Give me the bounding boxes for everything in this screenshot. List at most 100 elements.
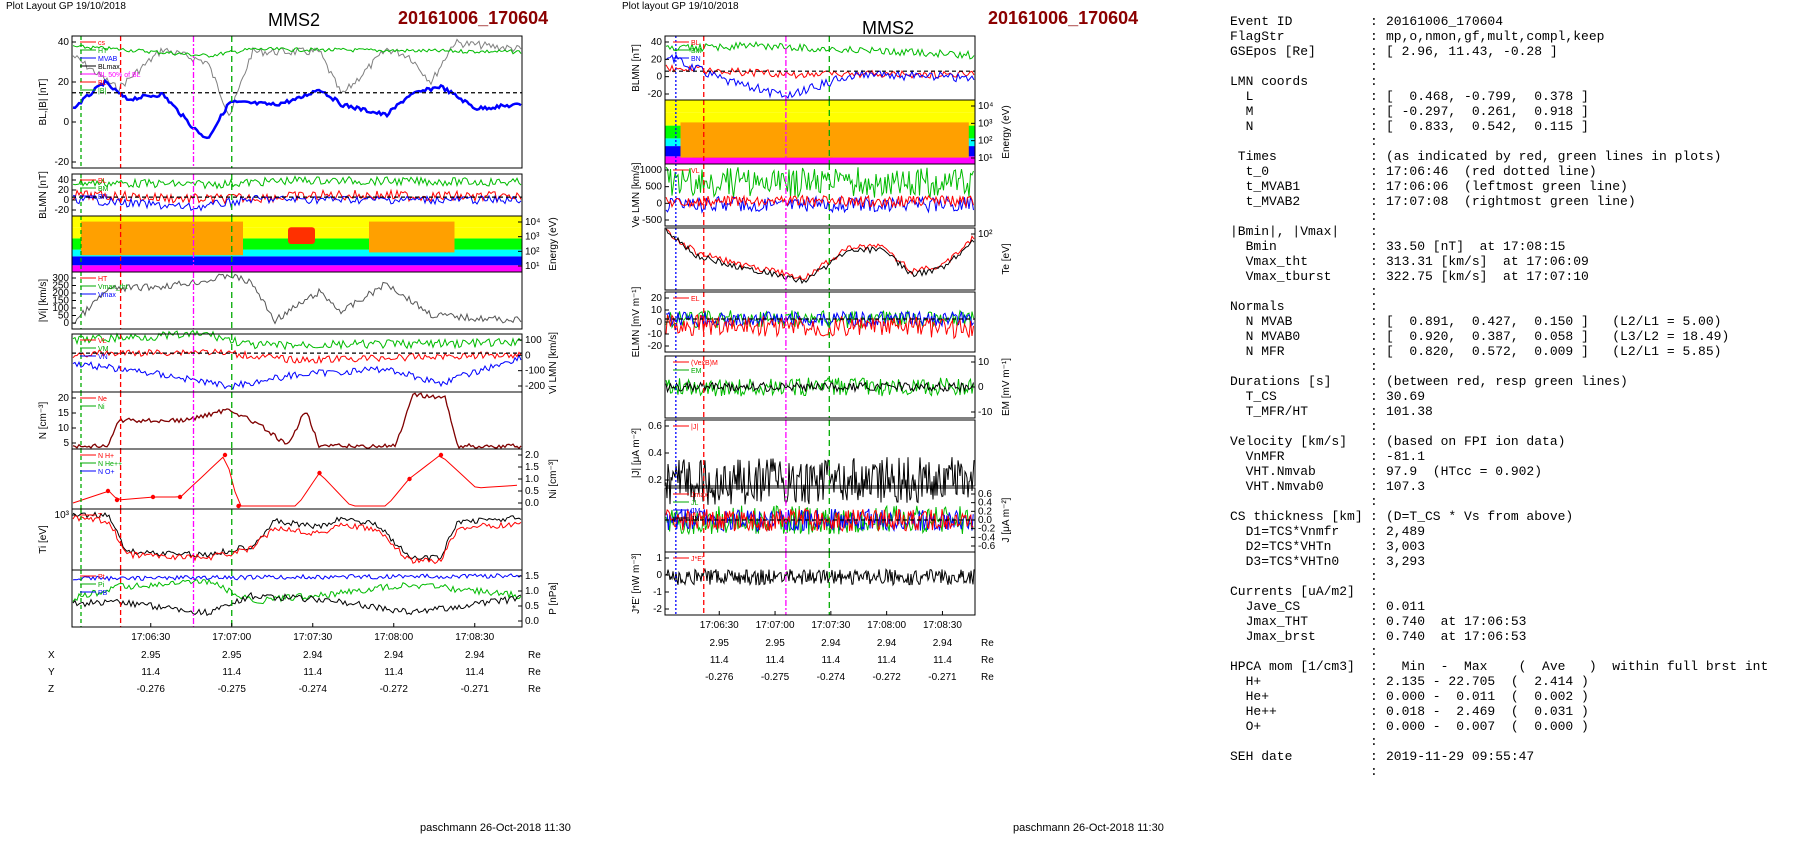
series-line [72,573,522,582]
info-key: t_0 [1230,164,1270,179]
y-tick-label: 0.6 [978,489,992,500]
info-key: D2=TCS*VHTn [1230,539,1332,554]
x-tick-label: 17:08:00 [374,632,413,643]
series-line [72,353,522,391]
series-line [72,188,522,206]
info-row: SEH date:2019-11-29 09:55:47 [1230,749,1768,764]
info-value: 2.135 - 22.705 ( 2.414 ) [1386,674,1589,689]
legend-entry: HT [98,276,108,283]
info-row: Jave_CS:0.011 [1230,599,1768,614]
y-tick-label: 40 [58,175,70,186]
info-row: Vmax_tburst:322.75 [km/s] at 17:07:10 [1230,269,1768,284]
info-row: : [1230,764,1768,779]
y-tick-label: -10 [978,407,993,418]
y-tick-label: 10¹ [525,261,540,272]
legend-entry: T [98,513,103,520]
ephemeris-value: -0.276 [137,684,166,695]
panel-frame [71,271,523,330]
info-value: 2,489 [1386,524,1426,539]
panel-frame [71,508,523,571]
panel-frame [71,448,523,510]
series-line [72,329,522,351]
info-row: T_CS:30.69 [1230,389,1768,404]
info-key: Normals [1230,299,1285,314]
legend-entry: |J| [691,424,698,431]
y-tick-label: 0.2 [978,506,992,517]
info-key [1230,644,1370,659]
info-row: D2=TCS*VHTn:3,003 [1230,539,1768,554]
series-line [665,457,975,505]
y-axis-label: J*E' [nW m⁻³] [631,553,642,614]
y-tick-label: 20 [651,54,663,65]
legend-entry: (VexB)M [691,360,718,367]
y-tick-label: 10⁴ [525,217,540,228]
x-tick-label: 17:08:00 [867,620,906,631]
y-tick-label: -0.4 [978,532,996,543]
x-tick-label: 17:08:30 [455,632,494,643]
ephemeris-value: 2.95 [765,638,785,649]
legend-entry: Vmax_tht [98,284,128,291]
info-key: LMN coords [1230,74,1309,89]
left-header: Plot Layout GP 19/10/2018 [6,1,126,12]
y-tick-label: -500 [642,215,662,226]
y-tick-label: -10 [648,329,663,340]
info-colon: : [1370,569,1378,584]
legend-entry: N H+ [98,453,114,460]
ephemeris-unit: Re [528,684,541,695]
y-tick-label: 0.5 [525,601,539,612]
ephemeris-value: 2.95 [141,650,161,661]
series-line [72,455,518,507]
y-tick-label: 0 [525,350,531,361]
info-colon: : [1370,764,1378,779]
info-row: M: [ -0.297, 0.261, 0.918 ] [1230,104,1768,119]
info-key [1230,359,1370,374]
series-line [665,195,974,214]
info-key: D3=TCS*VHTn0 [1230,554,1340,569]
info-key: Currents [uA/m2] [1230,584,1355,599]
info-colon: : [1370,749,1378,764]
info-colon: : [1370,344,1378,359]
info-colon: : [1370,359,1378,374]
info-colon: : [1370,164,1378,179]
y-tick-label: 10³ [55,510,70,521]
info-row: : [1230,494,1768,509]
info-value: 3,003 [1386,539,1426,554]
y-tick-label: 10⁴ [978,101,993,112]
info-value: 2019-11-29 09:55:47 [1386,749,1535,764]
info-value: 17:06:06 (leftmost green line) [1386,179,1628,194]
y-tick-label: 150 [52,296,69,307]
panel-frame [71,35,523,169]
y-tick-label: 1.0 [525,474,539,485]
legend-entry: BL [98,80,107,87]
y-tick-label: -20 [55,157,70,168]
panel-8: 1 0 -1 -2 J*E' [nW m⁻³] J*E' [631,551,976,616]
info-row: : [1230,644,1768,659]
info-value: 97.9 (HTcc = 0.902) [1386,464,1543,479]
info-key: M [1230,104,1254,119]
legend-entry: BL [98,178,107,185]
y-tick-label: 0 [63,195,69,206]
ephemeris-value: -0.272 [380,684,409,695]
y-axis-label: Vi LMN [km/s] [548,332,559,394]
ephemeris-value: 11.4 [766,655,785,666]
legend-entry: VL [98,338,107,345]
y-tick-label: 500 [645,182,662,193]
info-colon: : [1370,494,1378,509]
legend-entry: Pt [98,574,105,581]
info-row: L: [ 0.468, -0.799, 0.378 ] [1230,89,1768,104]
x-tick-label: 17:06:30 [131,632,170,643]
y-tick-label: 20 [58,77,70,88]
y-tick-label: 50 [58,311,70,322]
panel-3: 10² Te [eV] [664,227,1012,291]
info-colon: : [1370,584,1378,599]
spectrogram-warm-region [680,122,969,158]
mid-plot-stack: 40 20 0 -20 BLMN [nT] BL BM BN 10⁴ 10³ 10² 10¹ Energ… [562,0,1160,765]
x-tick-label: 17:08:30 [923,620,962,631]
info-value: (based on FPI ion data) [1386,434,1566,449]
info-row: N: [ 0.833, 0.542, 0.115 ] [1230,119,1768,134]
info-colon: : [1370,434,1378,449]
legend-entry: Pi [98,582,105,589]
